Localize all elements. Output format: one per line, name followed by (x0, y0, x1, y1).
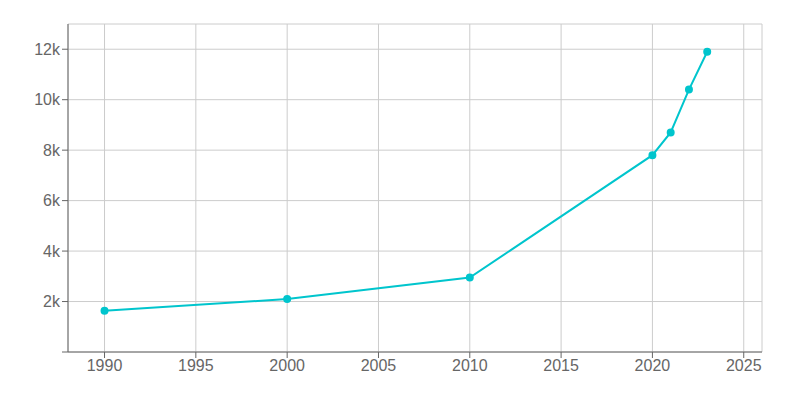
svg-text:2k: 2k (43, 293, 61, 310)
svg-text:10k: 10k (34, 91, 61, 108)
svg-text:2020: 2020 (635, 357, 671, 374)
svg-text:1990: 1990 (87, 357, 123, 374)
svg-text:2015: 2015 (543, 357, 579, 374)
svg-text:2025: 2025 (726, 357, 762, 374)
svg-text:2005: 2005 (361, 357, 397, 374)
svg-text:1995: 1995 (178, 357, 214, 374)
svg-text:4k: 4k (43, 243, 61, 260)
svg-text:2000: 2000 (269, 357, 305, 374)
svg-text:2010: 2010 (452, 357, 488, 374)
svg-text:8k: 8k (43, 142, 61, 159)
svg-text:12k: 12k (34, 41, 61, 58)
svg-text:6k: 6k (43, 192, 61, 209)
